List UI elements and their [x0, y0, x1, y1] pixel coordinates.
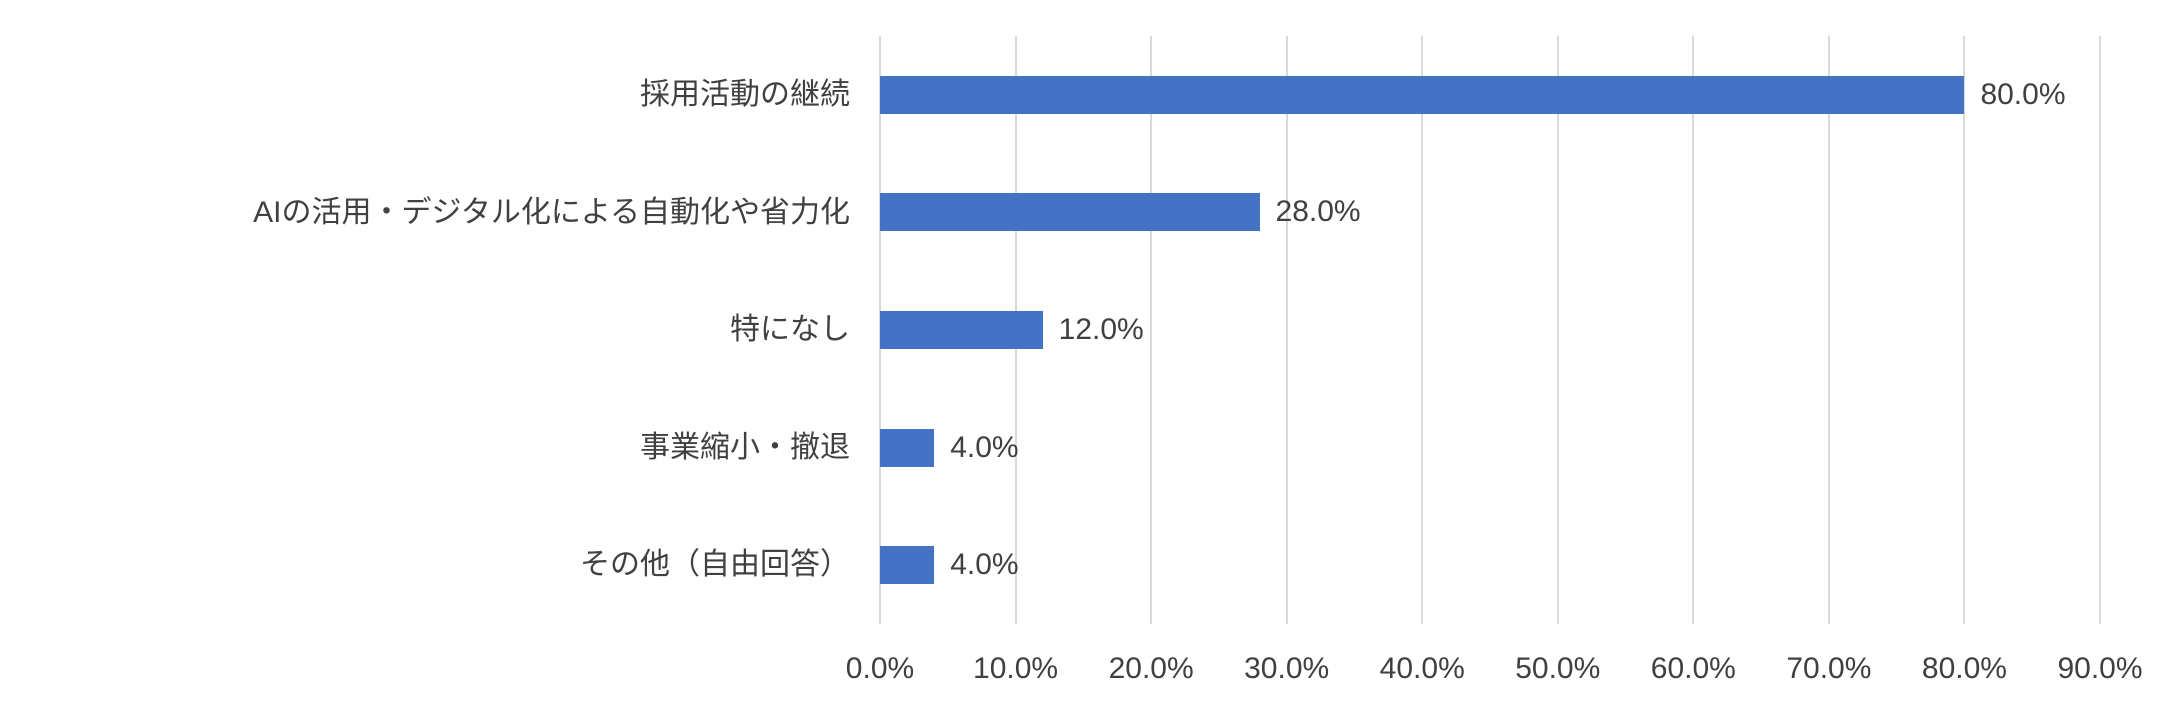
x-axis-tick-label: 30.0%	[1244, 652, 1330, 685]
gridline	[1421, 36, 1424, 624]
x-axis-tick-label: 90.0%	[2057, 652, 2143, 685]
chart-rows: 採用活動の継続 80.0% AIの活用・デジタル化による自動化や省力化 28.0% 特に…	[0, 36, 2100, 624]
x-axis-tick-label: 70.0%	[1786, 652, 1872, 685]
chart-row: 事業縮小・撤退 4.0%	[0, 389, 2100, 507]
chart-row: 特になし 12.0%	[0, 271, 2100, 389]
x-axis-tick-label: 20.0%	[1108, 652, 1194, 685]
bar	[880, 428, 935, 467]
x-axis-tick-label: 80.0%	[1921, 652, 2007, 685]
bar-track: 28.0%	[880, 154, 2100, 272]
value-label: 28.0%	[1275, 195, 1361, 229]
bar-track: 4.0%	[880, 506, 2100, 624]
value-label: 12.0%	[1058, 312, 1144, 346]
x-axis: 0.0% 10.0% 20.0% 30.0% 40.0% 50.0% 60.0% 70.0% 8…	[846, 652, 2143, 696]
gridline	[1963, 36, 1966, 624]
x-axis-tick-label: 40.0%	[1379, 652, 1465, 685]
x-axis-tick-label: 60.0%	[1650, 652, 1736, 685]
value-label: 4.0%	[950, 548, 1019, 582]
gridline	[2099, 36, 2101, 624]
value-label: 4.0%	[950, 430, 1019, 464]
bar-track: 80.0%	[880, 36, 2100, 154]
gridline	[1556, 36, 1559, 624]
category-label: 特になし	[730, 313, 850, 347]
category-label: AIの活用・デジタル化による自動化や省力化	[253, 195, 850, 229]
bar-track: 4.0%	[880, 389, 2100, 507]
category-label: その他（自由回答）	[580, 548, 850, 582]
gridline	[1150, 36, 1153, 624]
value-label: 80.0%	[1980, 77, 2066, 111]
bar	[880, 546, 935, 585]
chart-row: AIの活用・デジタル化による自動化や省力化 28.0%	[0, 154, 2100, 272]
bar	[880, 75, 1965, 114]
chart-row: その他（自由回答） 4.0%	[0, 506, 2100, 624]
gridline	[1285, 36, 1288, 624]
bar	[880, 310, 1043, 349]
bar-track: 12.0%	[880, 271, 2100, 389]
bar	[880, 193, 1260, 232]
gridline	[1827, 36, 1830, 624]
x-axis-tick-label: 10.0%	[973, 652, 1059, 685]
chart-row: 採用活動の継続 80.0%	[0, 36, 2100, 154]
x-axis-tick-label: 0.0%	[845, 652, 915, 685]
category-label: 採用活動の継続	[640, 78, 850, 112]
category-label: 事業縮小・撤退	[640, 430, 850, 464]
x-axis-tick-label: 50.0%	[1515, 652, 1601, 685]
gridline	[1692, 36, 1695, 624]
